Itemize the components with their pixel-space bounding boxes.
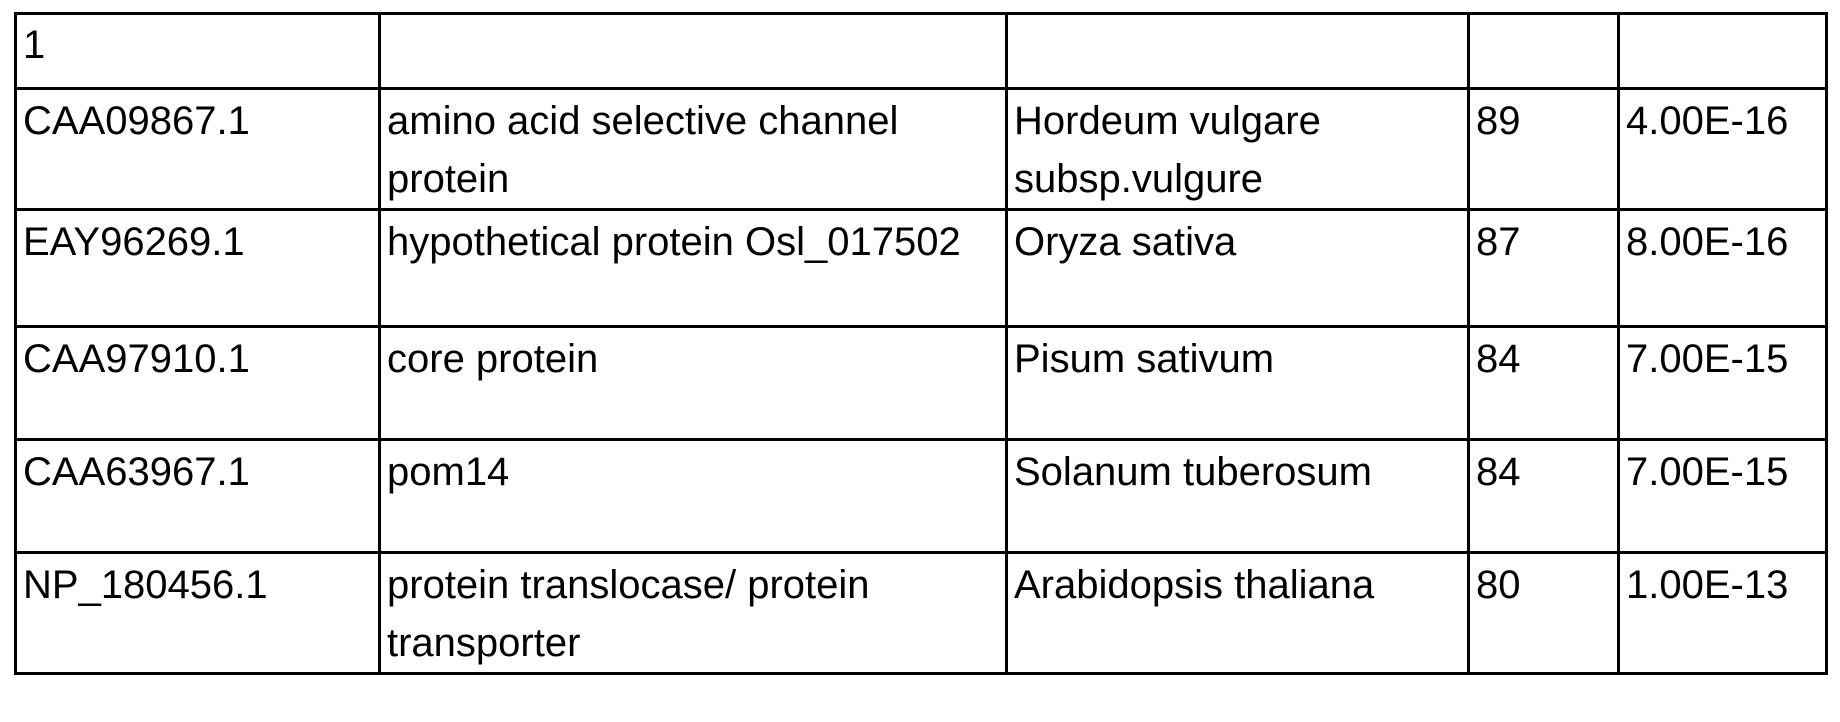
cell-accession: CAA09867.1 xyxy=(16,89,380,210)
cell-organism: Solanum tuberosum xyxy=(1007,440,1469,553)
organism-text: Solanum tuberosum xyxy=(1014,443,1467,501)
cell-evalue: 4.00E-16 xyxy=(1619,89,1827,210)
cell-description: pom14 xyxy=(380,440,1007,553)
identity-text: 84 xyxy=(1476,330,1617,388)
evalue-text: 7.00E-15 xyxy=(1626,443,1825,501)
description-text: protein translocase/ protein transporter xyxy=(387,556,1005,672)
index-label-text: 1 xyxy=(23,17,378,73)
table-body: 1 CAA09867.1 xyxy=(16,14,1827,674)
cell-accession: NP_180456.1 xyxy=(16,553,380,674)
cell-index-evalue xyxy=(1619,14,1827,89)
table-row: CAA63967.1 pom14 Solanum tuberosum 84 7.… xyxy=(16,440,1827,553)
table-row: CAA09867.1 amino acid selective channel … xyxy=(16,89,1827,210)
cell-index-organism xyxy=(1007,14,1469,89)
cell-identity: 87 xyxy=(1469,210,1619,327)
cell-organism: Pisum sativum xyxy=(1007,327,1469,440)
identity-text: 84 xyxy=(1476,443,1617,501)
cell-evalue: 1.00E-13 xyxy=(1619,553,1827,674)
description-text: pom14 xyxy=(387,443,1005,501)
cell-evalue: 7.00E-15 xyxy=(1619,440,1827,553)
evalue-text: 4.00E-16 xyxy=(1626,92,1825,150)
cell-identity: 84 xyxy=(1469,327,1619,440)
organism-text: Oryza sativa xyxy=(1014,213,1467,271)
cell-description: amino acid selective channel protein xyxy=(380,89,1007,210)
organism-text: Arabidopsis thaliana xyxy=(1014,556,1467,614)
cell-description: core protein xyxy=(380,327,1007,440)
organism-text: Hordeum vulgare subsp.vulgure xyxy=(1014,92,1467,208)
description-text: amino acid selective channel protein xyxy=(387,92,1005,208)
table-row: CAA97910.1 core protein Pisum sativum 84… xyxy=(16,327,1827,440)
cell-accession: EAY96269.1 xyxy=(16,210,380,327)
cell-accession: CAA63967.1 xyxy=(16,440,380,553)
cell-evalue: 7.00E-15 xyxy=(1619,327,1827,440)
cell-organism: Hordeum vulgare subsp.vulgure xyxy=(1007,89,1469,210)
identity-text: 80 xyxy=(1476,556,1617,614)
evalue-text: 8.00E-16 xyxy=(1626,213,1825,271)
cell-evalue: 8.00E-16 xyxy=(1619,210,1827,327)
organism-text: Pisum sativum xyxy=(1014,330,1467,388)
accession-text: CAA97910.1 xyxy=(23,330,378,388)
cell-organism: Oryza sativa xyxy=(1007,210,1469,327)
identity-text: 87 xyxy=(1476,213,1617,271)
evalue-text: 7.00E-15 xyxy=(1626,330,1825,388)
cell-accession: CAA97910.1 xyxy=(16,327,380,440)
cell-organism: Arabidopsis thaliana xyxy=(1007,553,1469,674)
cell-index-identity xyxy=(1469,14,1619,89)
description-text: core protein xyxy=(387,330,1005,388)
table-sheet: 1 CAA09867.1 xyxy=(0,0,1840,722)
description-text: hypothetical protein Osl_017502 xyxy=(387,213,1005,271)
cell-description: protein translocase/ protein transporter xyxy=(380,553,1007,674)
accession-text: NP_180456.1 xyxy=(23,556,378,614)
cell-identity: 84 xyxy=(1469,440,1619,553)
blast-results-table: 1 CAA09867.1 xyxy=(14,12,1828,675)
cell-description: hypothetical protein Osl_017502 xyxy=(380,210,1007,327)
evalue-text: 1.00E-13 xyxy=(1626,556,1825,614)
table-row-index: 1 xyxy=(16,14,1827,89)
identity-text: 89 xyxy=(1476,92,1617,150)
cell-index-description xyxy=(380,14,1007,89)
cell-index-label: 1 xyxy=(16,14,380,89)
accession-text: CAA09867.1 xyxy=(23,92,378,150)
cell-identity: 89 xyxy=(1469,89,1619,210)
cell-identity: 80 xyxy=(1469,553,1619,674)
accession-text: EAY96269.1 xyxy=(23,213,378,271)
accession-text: CAA63967.1 xyxy=(23,443,378,501)
table-row: NP_180456.1 protein translocase/ protein… xyxy=(16,553,1827,674)
table-row: EAY96269.1 hypothetical protein Osl_0175… xyxy=(16,210,1827,327)
